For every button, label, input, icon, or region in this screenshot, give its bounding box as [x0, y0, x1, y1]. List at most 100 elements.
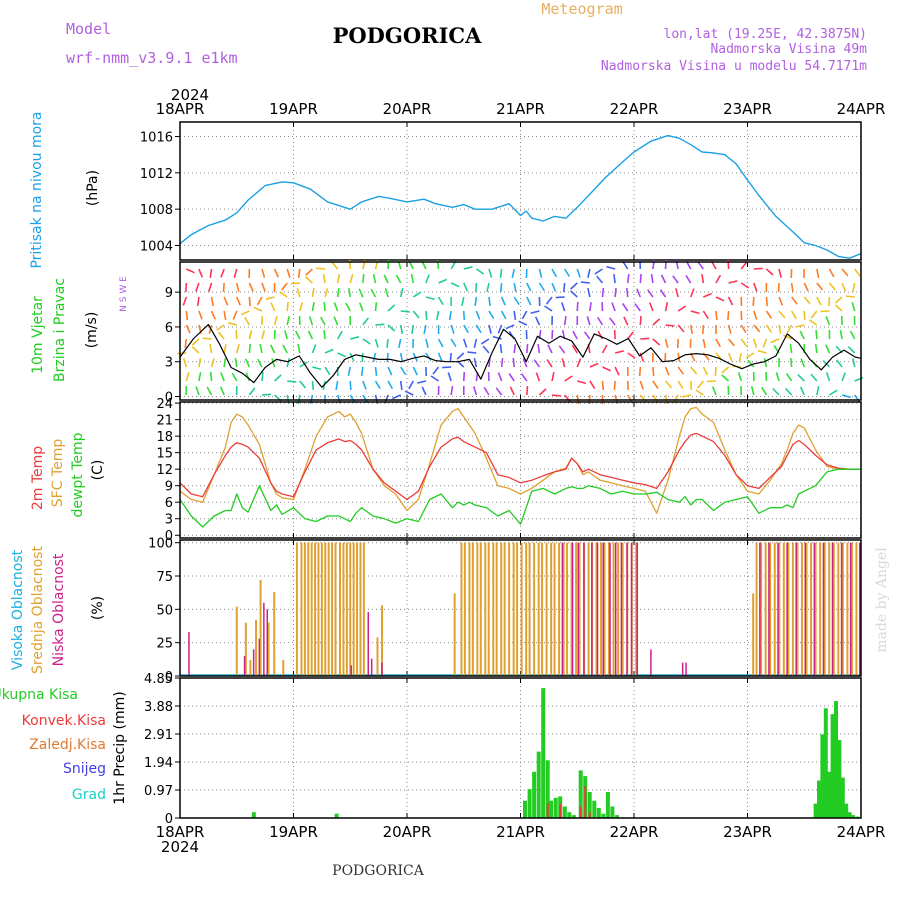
- wind-arrow: [316, 268, 325, 269]
- wind-arrow: [661, 290, 666, 297]
- wind-arrow: [653, 339, 660, 345]
- top-day-label: 19APR: [269, 100, 318, 118]
- wind-arrow: [648, 290, 653, 297]
- wind-arrow: [249, 330, 251, 339]
- wind-arrow: [514, 344, 515, 353]
- wind-arrow: [766, 269, 773, 275]
- wind-arrow: [773, 389, 779, 396]
- wind-arrow: [401, 381, 402, 390]
- wind-arrow: [637, 289, 641, 297]
- wind-arrow: [698, 262, 703, 269]
- wind-arrow: [837, 360, 842, 367]
- wind-arrow: [787, 325, 791, 333]
- wind-arrow: [464, 339, 467, 348]
- wind-arrow: [716, 311, 717, 320]
- wind-arrow: [439, 353, 442, 361]
- year-bottom: 2024: [161, 838, 199, 856]
- wind-arrow: [678, 381, 683, 389]
- wind-arrow: [650, 303, 653, 311]
- wind-arrow: [186, 283, 187, 292]
- wind-arrow: [673, 276, 678, 283]
- tsfc-label: SFC Temp: [50, 439, 66, 508]
- wind-arrow: [387, 353, 388, 362]
- wind-arrow: [199, 372, 201, 381]
- wind-arrow: [853, 358, 855, 367]
- wind-arrow: [855, 269, 861, 276]
- wind-arrow: [590, 364, 598, 368]
- wind-arrow: [766, 325, 771, 332]
- pressure-unit: (hPa): [85, 170, 101, 206]
- wind-arrow: [312, 288, 313, 297]
- wind-arrow: [547, 297, 553, 304]
- wind-arrow: [564, 283, 565, 292]
- wind-arrow: [464, 372, 465, 381]
- wind-arrow: [275, 375, 282, 381]
- wind-arrow: [703, 311, 708, 319]
- wind-arrow: [325, 367, 330, 375]
- compass-rose: N S W E: [119, 276, 129, 312]
- wind-arrow: [853, 283, 855, 292]
- wind-arrow: [362, 367, 363, 376]
- wind-arrow: [401, 288, 403, 297]
- wind-arrow: [475, 297, 476, 306]
- precip-total-bar: [606, 792, 610, 818]
- wind-arrow: [310, 317, 313, 326]
- wind-arrow: [199, 358, 200, 367]
- wind-arrow: [312, 302, 314, 311]
- wind-arrow: [842, 269, 848, 276]
- lonlat-label: lon,lat (19.25E, 42.3875N): [664, 27, 868, 42]
- wind-arrow: [552, 395, 561, 396]
- wind-arrow: [249, 344, 250, 353]
- wind-arrow: [254, 307, 262, 311]
- wind-arrow: [451, 283, 459, 287]
- wind-arrow: [237, 344, 239, 353]
- wind-arrow: [739, 353, 741, 362]
- y-tick-label: 75: [156, 570, 173, 585]
- wind-arrow: [186, 325, 190, 333]
- wind-arrow: [713, 387, 716, 395]
- wind-arrow: [729, 325, 731, 334]
- precip-total-bar: [541, 688, 545, 818]
- wind-arrow: [312, 345, 315, 353]
- y-tick-label: 2.91: [144, 728, 173, 743]
- wind-arrow: [489, 269, 492, 278]
- precip-total-bar: [252, 812, 256, 818]
- precip-total-bar: [554, 798, 558, 818]
- wind-arrow: [363, 274, 364, 283]
- wind-arrow: [349, 288, 350, 297]
- wind-arrow: [590, 381, 595, 389]
- wind-arrow: [801, 359, 804, 367]
- wind-arrow: [210, 344, 212, 353]
- wind-arrow: [282, 283, 288, 290]
- cloud-low-label: Niska Oblacnost: [51, 553, 67, 666]
- wind-arrow: [374, 274, 376, 283]
- wind-arrow: [312, 367, 321, 369]
- wind-arrow: [258, 359, 262, 367]
- wind-arrow: [210, 269, 211, 278]
- wind-arrow: [628, 353, 636, 358]
- bottom-day-label: 22APR: [610, 823, 659, 841]
- wind-arrow: [628, 332, 634, 339]
- y-tick-label: 9: [165, 286, 173, 301]
- wind-arrow: [615, 288, 616, 297]
- wind-arrow: [336, 381, 338, 390]
- cloud-mid-label: Srednja Oblacnost: [30, 546, 46, 674]
- pressure-ylabel: Pritisak na nivou mora (hPa): [29, 111, 101, 268]
- wind-arrow: [602, 381, 603, 390]
- wind-arrow: [754, 283, 757, 292]
- wind-arrow: [401, 367, 406, 375]
- wind-arrow: [703, 294, 711, 298]
- wind-arrow: [271, 345, 275, 353]
- precip-ylabel: Ukupna Kisa Konvek.Kisa Zaledj.Kisa Snij…: [0, 687, 128, 805]
- wind-arrow: [412, 325, 413, 334]
- wind-arrow: [624, 317, 628, 325]
- wind-arrow: [602, 345, 606, 353]
- wind-arrow: [829, 390, 837, 395]
- wind-arrow: [728, 311, 729, 320]
- wind-arrow: [464, 325, 469, 333]
- wind-arrow: [602, 367, 610, 371]
- wind-arrow: [392, 395, 400, 399]
- temp-unit: (C): [90, 460, 106, 481]
- wind-arrow: [192, 347, 199, 353]
- wind-arrow: [779, 269, 781, 278]
